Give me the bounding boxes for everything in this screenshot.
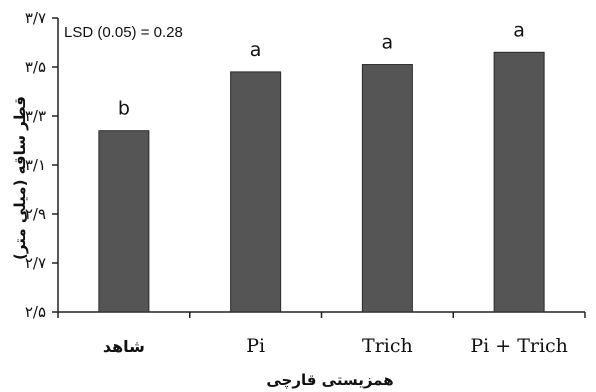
y-tick-label: ۲/۷ [25, 254, 46, 272]
x-axis: شاهد Pi Trich Pi + Trich [57, 311, 586, 357]
x-tick-label: شاهد [103, 337, 145, 356]
significance-letter: b [118, 98, 130, 120]
y-tick-label: ۳/۱ [25, 156, 46, 174]
y-axis: ۲/۵ ۲/۷ ۲/۹ ۳/۱ ۳/۳ ۳/۵ ۳/۷ [25, 9, 59, 321]
bar [493, 51, 545, 313]
y-axis-label: قطر ساقه (میلی متر) [11, 96, 29, 260]
lsd-annotation: LSD (0.05) = 0.28 [64, 24, 183, 41]
x-tick-label: Pi [246, 335, 265, 357]
x-axis-label: همزیستی قارچی [266, 371, 393, 390]
y-tick-label: ۳/۳ [25, 107, 46, 125]
significance-letters: b a a a [118, 19, 525, 119]
y-tick-label: ۲/۹ [25, 205, 46, 223]
y-tick-label: ۲/۵ [25, 303, 46, 321]
y-tick-label: ۳/۷ [25, 9, 46, 27]
significance-letter: a [513, 19, 525, 41]
bar [361, 64, 413, 313]
significance-letter: a [382, 32, 394, 54]
significance-letter: a [250, 39, 262, 61]
bar [230, 71, 282, 313]
x-tick-label: Trich [362, 335, 413, 357]
bar [98, 130, 150, 313]
y-tick-label: ۳/۵ [25, 58, 46, 76]
x-tick-label: Pi + Trich [470, 335, 568, 357]
bars [98, 51, 545, 313]
